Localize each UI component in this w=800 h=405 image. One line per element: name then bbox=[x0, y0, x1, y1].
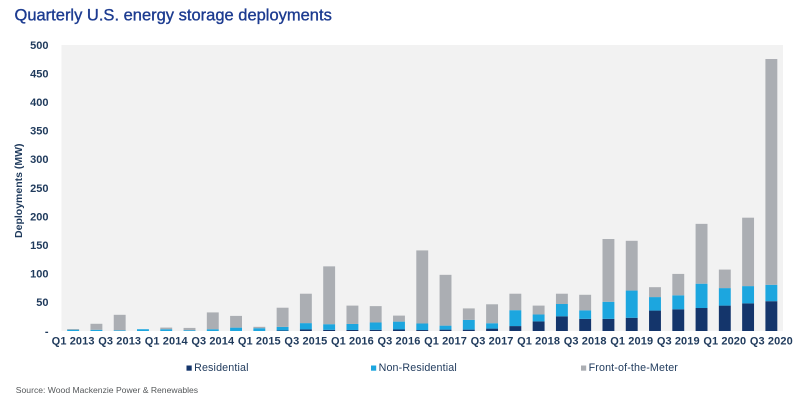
svg-text:Q3 2016: Q3 2016 bbox=[378, 335, 421, 347]
svg-text:Q3 2019: Q3 2019 bbox=[657, 335, 700, 347]
svg-text:Q3 2015: Q3 2015 bbox=[284, 335, 327, 347]
svg-text:350: 350 bbox=[30, 126, 48, 138]
svg-text:Q1 2017: Q1 2017 bbox=[424, 335, 467, 347]
svg-text:Q1 2016: Q1 2016 bbox=[331, 335, 374, 347]
svg-text:Q3 2020: Q3 2020 bbox=[750, 335, 793, 347]
svg-text:100: 100 bbox=[30, 269, 48, 281]
svg-text:Quarterly U.S. energy storage: Quarterly U.S. energy storage deployment… bbox=[15, 6, 332, 24]
svg-text:Front-of-the-Meter: Front-of-the-Meter bbox=[589, 362, 679, 374]
svg-text:Q1 2019: Q1 2019 bbox=[610, 335, 653, 347]
svg-text:500: 500 bbox=[30, 40, 48, 52]
svg-text:Q1 2018: Q1 2018 bbox=[517, 335, 560, 347]
svg-text:Q3 2017: Q3 2017 bbox=[471, 335, 514, 347]
svg-text:300: 300 bbox=[30, 154, 48, 166]
svg-text:Q3 2014: Q3 2014 bbox=[191, 335, 235, 347]
svg-text:Q1 2014: Q1 2014 bbox=[145, 335, 189, 347]
svg-text:Residential: Residential bbox=[194, 362, 249, 374]
svg-text:400: 400 bbox=[30, 97, 48, 109]
svg-text:250: 250 bbox=[30, 183, 48, 195]
svg-text:50: 50 bbox=[36, 297, 48, 309]
svg-text:Q1 2015: Q1 2015 bbox=[238, 335, 281, 347]
svg-text:Q3 2018: Q3 2018 bbox=[564, 335, 607, 347]
svg-text:200: 200 bbox=[30, 211, 48, 223]
svg-text:450: 450 bbox=[30, 68, 48, 80]
svg-text:150: 150 bbox=[30, 240, 48, 252]
svg-text:Deployments (MW): Deployments (MW) bbox=[13, 143, 25, 238]
svg-text:Source: Wood Mackenzie Power &: Source: Wood Mackenzie Power & Renewable… bbox=[16, 385, 198, 395]
svg-text:Q1 2020: Q1 2020 bbox=[703, 335, 746, 347]
svg-text:Q1 2013: Q1 2013 bbox=[52, 335, 95, 347]
svg-text:Q3 2013: Q3 2013 bbox=[98, 335, 141, 347]
svg-text:Non-Residential: Non-Residential bbox=[379, 362, 457, 374]
svg-text:-: - bbox=[45, 326, 49, 338]
